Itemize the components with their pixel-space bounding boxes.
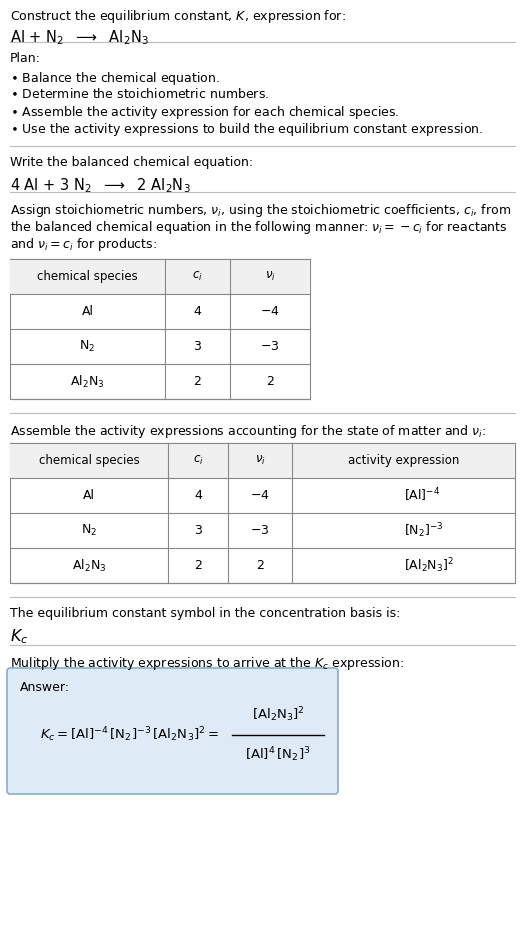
Text: the balanced chemical equation in the following manner: $\nu_i = -c_i$ for react: the balanced chemical equation in the fo…	[10, 219, 508, 236]
Text: $K_c = [\mathrm{Al}]^{-4}\,[\mathrm{N_2}]^{-3}\,[\mathrm{Al_2N_3}]^{2} =$: $K_c = [\mathrm{Al}]^{-4}\,[\mathrm{N_2}…	[40, 725, 219, 744]
Text: 3: 3	[194, 340, 202, 353]
Text: N$_2$: N$_2$	[79, 339, 96, 354]
Text: Assemble the activity expressions accounting for the state of matter and $\nu_i$: Assemble the activity expressions accoun…	[10, 423, 486, 440]
Text: 2: 2	[256, 559, 264, 572]
Text: $-4$: $-4$	[260, 305, 280, 318]
Bar	[10, 259, 310, 399]
Text: $-3$: $-3$	[260, 340, 280, 353]
Text: 4: 4	[194, 305, 202, 318]
Text: The equilibrium constant symbol in the concentration basis is:: The equilibrium constant symbol in the c…	[10, 607, 401, 620]
Bar	[10, 443, 515, 583]
Text: $\nu_i$: $\nu_i$	[255, 454, 266, 467]
Text: activity expression: activity expression	[348, 454, 459, 467]
Text: $K_c$: $K_c$	[10, 627, 28, 645]
Text: Al$_2$N$_3$: Al$_2$N$_3$	[72, 558, 106, 574]
Bar	[10, 443, 515, 478]
Text: $[\mathrm{Al}]^{-4}$: $[\mathrm{Al}]^{-4}$	[404, 487, 440, 504]
Text: $c_i$: $c_i$	[192, 270, 203, 283]
Text: Write the balanced chemical equation:: Write the balanced chemical equation:	[10, 156, 253, 169]
Text: $\bullet$ Determine the stoichiometric numbers.: $\bullet$ Determine the stoichiometric n…	[10, 87, 269, 101]
Text: Al: Al	[81, 305, 93, 318]
Text: 3: 3	[194, 524, 202, 537]
Text: 2: 2	[266, 375, 274, 388]
Text: 4 Al + 3 N$_2$  $\longrightarrow$  2 Al$_2$N$_3$: 4 Al + 3 N$_2$ $\longrightarrow$ 2 Al$_2…	[10, 176, 191, 195]
Text: 2: 2	[194, 559, 202, 572]
Text: $\nu_i$: $\nu_i$	[265, 270, 276, 283]
Text: 2: 2	[194, 375, 202, 388]
FancyBboxPatch shape	[7, 668, 338, 794]
Text: 4: 4	[194, 489, 202, 502]
Text: Al$_2$N$_3$: Al$_2$N$_3$	[70, 373, 104, 390]
Text: Plan:: Plan:	[10, 52, 41, 65]
Text: $[\mathrm{Al_2N_3}]^{2}$: $[\mathrm{Al_2N_3}]^{2}$	[404, 556, 454, 575]
Text: $-3$: $-3$	[250, 524, 270, 537]
Text: N$_2$: N$_2$	[81, 523, 97, 538]
Text: chemical species: chemical species	[39, 454, 139, 467]
Text: Construct the equilibrium constant, $K$, expression for:: Construct the equilibrium constant, $K$,…	[10, 8, 346, 25]
Text: $c_i$: $c_i$	[193, 454, 203, 467]
Text: Mulitply the activity expressions to arrive at the $K_c$ expression:: Mulitply the activity expressions to arr…	[10, 655, 404, 672]
Text: Answer:: Answer:	[20, 681, 70, 694]
Text: $[\mathrm{Al}]^{4}\,[\mathrm{N_2}]^{3}$: $[\mathrm{Al}]^{4}\,[\mathrm{N_2}]^{3}$	[245, 746, 311, 764]
Text: chemical species: chemical species	[37, 270, 138, 283]
Text: and $\nu_i = c_i$ for products:: and $\nu_i = c_i$ for products:	[10, 236, 157, 253]
Text: Al: Al	[83, 489, 95, 502]
Text: $\bullet$ Balance the chemical equation.: $\bullet$ Balance the chemical equation.	[10, 70, 220, 87]
Text: $\bullet$ Use the activity expressions to build the equilibrium constant express: $\bullet$ Use the activity expressions t…	[10, 121, 483, 138]
Text: $-4$: $-4$	[250, 489, 270, 502]
Text: Al + N$_2$  $\longrightarrow$  Al$_2$N$_3$: Al + N$_2$ $\longrightarrow$ Al$_2$N$_3$	[10, 28, 149, 47]
Bar	[10, 259, 310, 294]
Text: $[\mathrm{Al_2N_3}]^{2}$: $[\mathrm{Al_2N_3}]^{2}$	[251, 706, 304, 724]
Text: Assign stoichiometric numbers, $\nu_i$, using the stoichiometric coefficients, $: Assign stoichiometric numbers, $\nu_i$, …	[10, 202, 511, 219]
Text: $[\mathrm{N_2}]^{-3}$: $[\mathrm{N_2}]^{-3}$	[404, 521, 443, 540]
Text: $\bullet$ Assemble the activity expression for each chemical species.: $\bullet$ Assemble the activity expressi…	[10, 104, 400, 121]
